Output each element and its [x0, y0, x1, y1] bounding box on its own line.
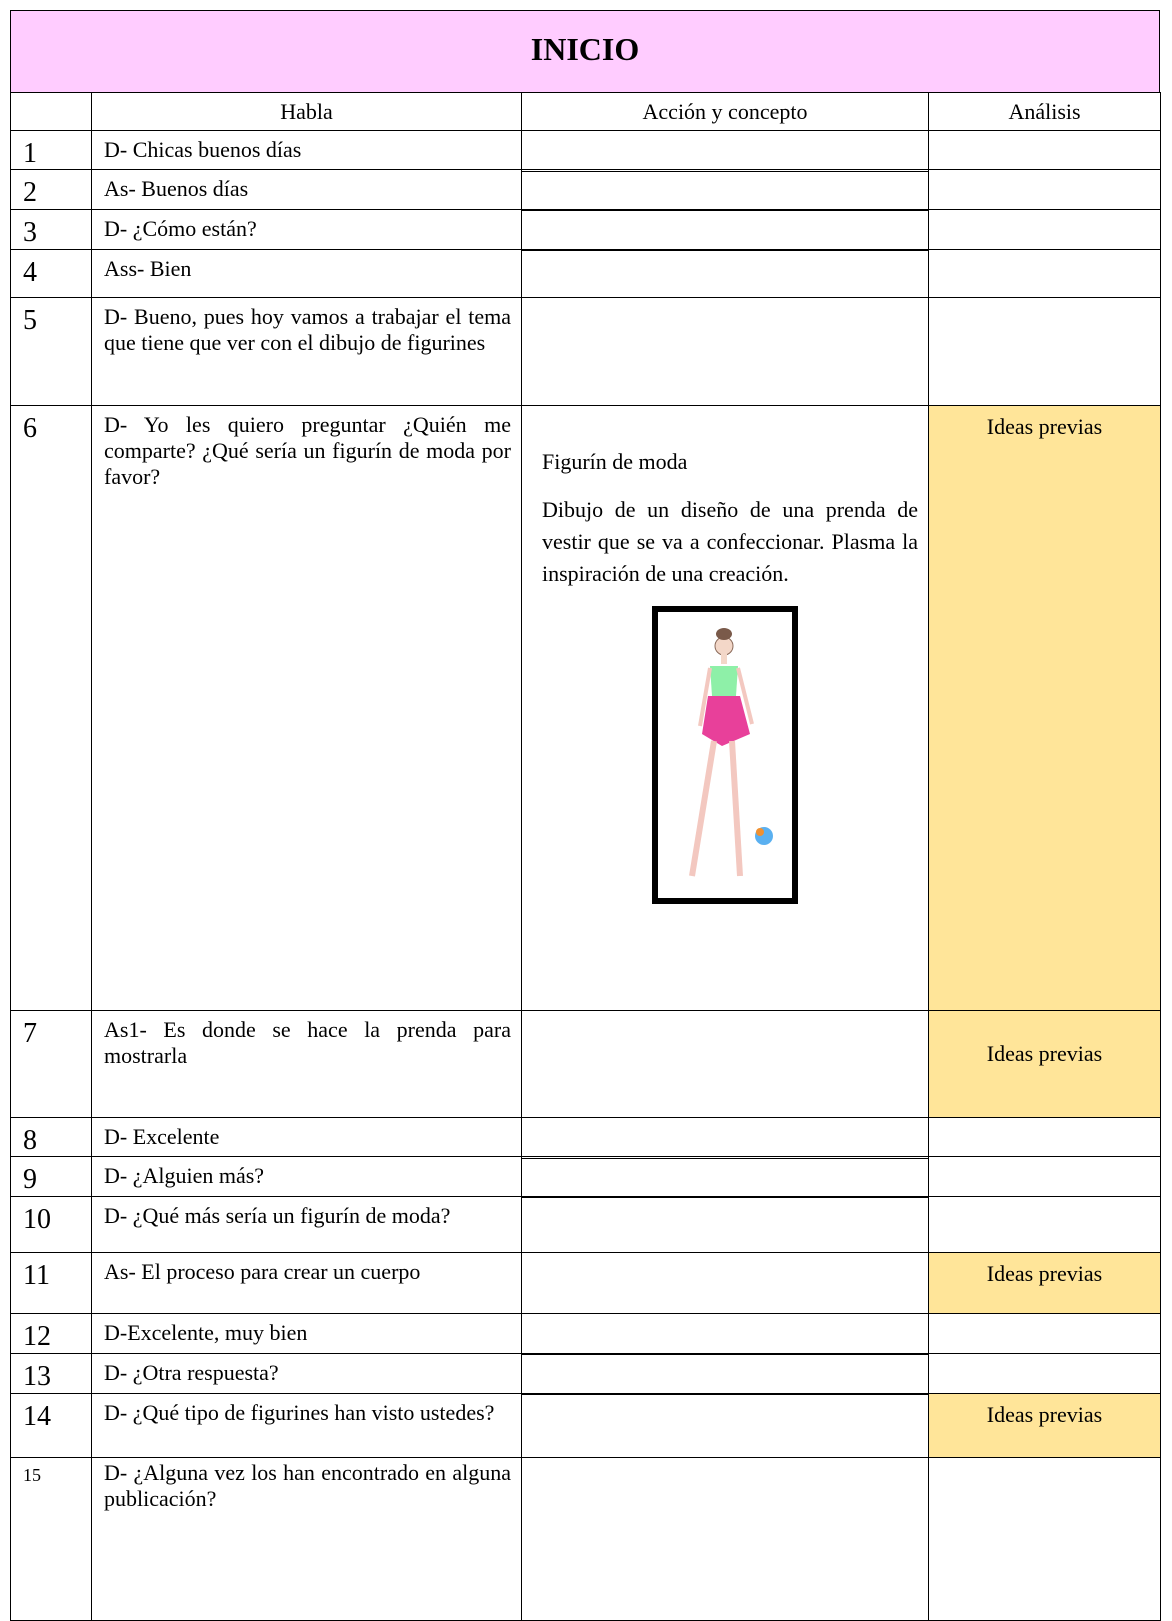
row-number: 2 [10, 169, 92, 210]
action-concept [521, 1156, 929, 1198]
speech: As1- Es donde se hace la prenda para mos… [91, 1010, 522, 1118]
row-number: 10 [10, 1196, 92, 1253]
fashion-figure [652, 606, 798, 904]
speech: D- ¿Qué más sería un figurín de moda? [91, 1196, 522, 1253]
speech: D- ¿Alguien más? [91, 1156, 522, 1197]
analysis: Ideas previas [928, 1010, 1161, 1118]
row-number: 9 [10, 1156, 92, 1197]
column-header: Análisis [928, 92, 1161, 131]
analysis [928, 1313, 1161, 1354]
speech: Ass- Bien [91, 249, 522, 298]
column-header: Habla [91, 92, 522, 131]
analysis: Ideas previas [928, 405, 1161, 1011]
action-concept [521, 169, 929, 211]
speech: D- Yo les quiero preguntar ¿Quién me com… [91, 405, 522, 1011]
action-concept [521, 130, 929, 172]
speech: D-Excelente, muy bien [91, 1313, 522, 1354]
analysis [928, 249, 1161, 298]
row-number: 13 [10, 1353, 92, 1394]
action-concept [521, 1393, 929, 1458]
title: INICIO [10, 10, 1160, 93]
analysis [928, 297, 1161, 406]
row-number: 8 [10, 1117, 92, 1157]
speech: As- Buenos días [91, 169, 522, 210]
concept-text: Dibujo de un diseño de una prenda de ves… [542, 497, 918, 586]
row-number: 14 [10, 1393, 92, 1458]
column-header: Acción y concepto [521, 92, 929, 131]
speech: D- ¿Alguna vez los han encontrado en alg… [91, 1457, 522, 1621]
analysis [928, 169, 1161, 210]
action-concept [521, 1252, 929, 1314]
action-concept [521, 1313, 929, 1355]
action-concept [521, 1457, 929, 1621]
action-concept [521, 1010, 929, 1118]
analysis: Ideas previas [928, 1393, 1161, 1458]
header-cell [10, 92, 92, 131]
analysis [928, 209, 1161, 250]
action-concept [521, 249, 929, 298]
analysis [928, 130, 1161, 170]
row-number: 11 [10, 1252, 92, 1314]
row-number: 3 [10, 209, 92, 250]
speech: As- El proceso para crear un cuerpo [91, 1252, 522, 1314]
analysis [928, 1457, 1161, 1621]
action-concept: Figurín de moda Dibujo de un diseño de un… [521, 405, 929, 1011]
analysis [928, 1353, 1161, 1394]
analysis [928, 1156, 1161, 1197]
action-concept [521, 1117, 929, 1159]
row-number: 4 [10, 249, 92, 298]
analysis [928, 1196, 1161, 1253]
row-number: 1 [10, 130, 92, 170]
speech: D- Bueno, pues hoy vamos a trabajar el t… [91, 297, 522, 406]
row-number: 15 [10, 1457, 92, 1621]
concept-text: Figurín de moda [542, 449, 688, 474]
row-number: 6 [10, 405, 92, 1011]
speech: D- Chicas buenos días [91, 130, 522, 170]
speech: D- Excelente [91, 1117, 522, 1157]
row-number: 7 [10, 1010, 92, 1118]
action-concept [521, 297, 929, 406]
action-concept [521, 1353, 929, 1395]
speech: D- ¿Cómo están? [91, 209, 522, 250]
speech: D- ¿Otra respuesta? [91, 1353, 522, 1394]
action-concept [521, 209, 929, 251]
speech: D- ¿Qué tipo de figurines han visto uste… [91, 1393, 522, 1458]
analysis: Ideas previas [928, 1252, 1161, 1314]
row-number: 12 [10, 1313, 92, 1354]
row-number: 5 [10, 297, 92, 406]
action-concept [521, 1196, 929, 1253]
analysis [928, 1117, 1161, 1157]
